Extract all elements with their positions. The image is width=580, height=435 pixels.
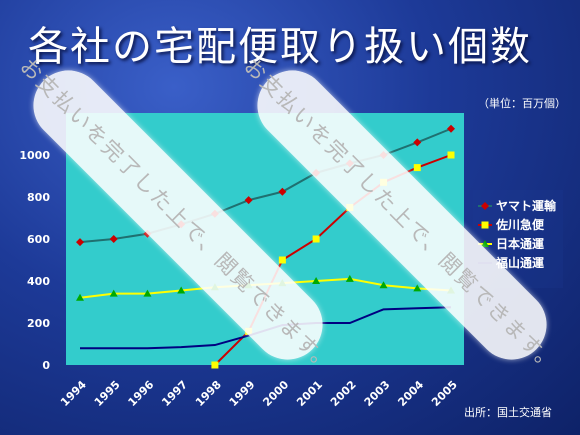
- y-axis: 0 200 400 600 800 1000: [19, 149, 50, 372]
- legend-marker: [481, 202, 489, 210]
- unit-note: （単位：百万個）: [478, 97, 566, 110]
- data-point: [312, 277, 321, 284]
- data-point: [109, 289, 118, 297]
- data-point: [413, 164, 421, 172]
- y-tick-label: 600: [27, 233, 50, 246]
- data-point: [177, 286, 186, 294]
- x-tick-label: 1995: [92, 378, 123, 409]
- data-point: [244, 196, 253, 205]
- legend-label: 福山通運: [495, 255, 544, 270]
- x-tick-label: 2004: [395, 378, 426, 409]
- data-point: [76, 238, 84, 247]
- legend-label: 日本通運: [496, 236, 544, 251]
- data-point: [413, 284, 422, 292]
- x-axis: 1994 1995 1996 1997 1998 1999 2000 2001 2002 2003…: [58, 378, 460, 409]
- data-point: [447, 151, 455, 159]
- data-point: [447, 124, 455, 133]
- data-point: [345, 274, 354, 282]
- source-note: 出所：国土交通省: [464, 406, 552, 419]
- x-tick-label: 2001: [294, 378, 325, 409]
- x-tick-label: 1997: [159, 378, 190, 409]
- y-tick-label: 400: [27, 275, 50, 288]
- data-point: [278, 187, 287, 196]
- data-point: [379, 281, 388, 289]
- data-point: [413, 138, 422, 147]
- x-tick-label: 1999: [227, 378, 258, 409]
- data-point: [312, 235, 320, 243]
- slide-title: 各社の宅配便取り扱い個数: [28, 24, 532, 70]
- legend-label: ヤマト運輸: [496, 198, 557, 213]
- y-tick-label: 1000: [19, 149, 50, 162]
- data-point: [278, 256, 286, 264]
- legend-marker: [481, 221, 489, 229]
- y-tick-label: 800: [27, 191, 50, 204]
- data-point: [109, 235, 118, 243]
- x-tick-label: 2003: [362, 378, 393, 409]
- x-tick-label: 1994: [58, 378, 89, 409]
- x-tick-label: 2005: [429, 378, 460, 409]
- x-tick-label: 2000: [260, 378, 291, 409]
- data-point: [76, 293, 84, 301]
- data-point: [143, 289, 152, 297]
- y-tick-label: 0: [42, 359, 50, 372]
- y-tick-label: 200: [27, 317, 50, 330]
- data-point: [211, 361, 219, 369]
- x-tick-label: 2002: [328, 378, 359, 409]
- x-tick-label: 1998: [193, 378, 224, 409]
- legend-marker: [481, 240, 489, 247]
- legend-label: 佐川急便: [495, 217, 545, 232]
- x-tick-label: 1996: [126, 378, 157, 409]
